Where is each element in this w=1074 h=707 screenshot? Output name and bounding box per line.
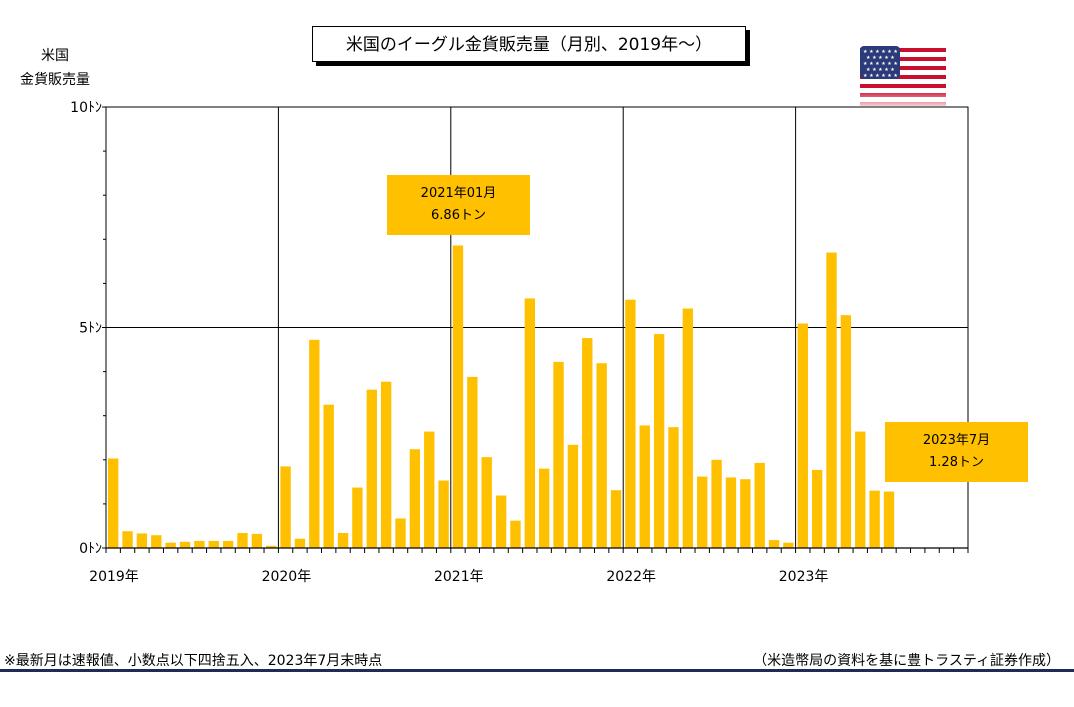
bar-3 (151, 535, 162, 548)
bar-48 (797, 323, 808, 548)
annotation-2021-01-value: 6.86トン (431, 208, 486, 223)
bar-8 (222, 540, 234, 548)
svg-text:★ ★ ★ ★ ★ ★: ★ ★ ★ ★ ★ ★ (863, 61, 898, 67)
bar-12 (280, 466, 291, 548)
bar-19 (380, 381, 392, 548)
bar-2 (136, 533, 148, 548)
annotation-2023-07-date: 2023年7月 (922, 433, 991, 448)
bar-40 (682, 308, 694, 548)
bar-28 (510, 520, 521, 548)
bar-39 (668, 427, 679, 548)
bar-22 (424, 431, 435, 548)
bar-51 (840, 315, 852, 548)
source-note: （米造幣局の資料を基に豊トラスティ証券作成） (753, 653, 1060, 669)
bar-4 (165, 542, 176, 548)
annotation-2021-01: 2021年01月 6.86トン (387, 175, 530, 235)
y-tick-label-0: 0ﾄﾝ (79, 541, 102, 557)
bar-49 (811, 469, 823, 548)
bar-16 (337, 533, 349, 548)
bar-32 (567, 444, 579, 548)
bar-52 (855, 431, 866, 548)
chart-title: 米国のイーグル金貨販売量（月別、2019年～） (312, 26, 746, 62)
bar-29 (524, 298, 535, 548)
svg-text:★ ★ ★ ★ ★: ★ ★ ★ ★ ★ (866, 55, 895, 61)
bar-1 (122, 531, 133, 548)
bar-53 (869, 490, 880, 548)
bar-5 (179, 541, 191, 548)
bar-34 (596, 363, 607, 548)
bar-38 (653, 334, 665, 548)
bar-7 (208, 540, 219, 548)
y-tick-label-2: 10ﾄﾝ (70, 100, 102, 116)
bar-47 (783, 542, 794, 548)
y-tick-label-1: 5ﾄﾝ (79, 321, 102, 337)
x-year-label-0: 2019年 (89, 569, 139, 585)
x-year-label-2: 2021年 (434, 569, 484, 585)
bar-21 (409, 449, 421, 548)
bar-46 (768, 540, 780, 548)
us-flag-icon: ★ ★ ★ ★ ★ ★ ★ ★ ★ ★ ★ ★ ★ ★ ★ ★ ★ ★ ★ ★ … (860, 46, 946, 110)
bar-36 (625, 299, 636, 548)
bar-25 (467, 376, 478, 548)
x-year-label-1: 2020年 (262, 569, 312, 585)
bar-33 (582, 338, 593, 548)
x-year-label-4: 2023年 (779, 569, 829, 585)
x-year-label-3: 2022年 (606, 569, 656, 585)
bar-45 (754, 462, 765, 548)
bar-24 (452, 245, 464, 548)
annotation-2023-07-value: 1.28トン (929, 455, 984, 470)
bar-13 (294, 538, 306, 548)
bar-0 (108, 458, 119, 548)
bar-27 (495, 495, 507, 548)
bar-42 (711, 459, 722, 548)
bar-11 (266, 545, 277, 548)
bar-18 (366, 389, 377, 548)
bar-44 (740, 479, 751, 548)
svg-text:★ ★ ★ ★ ★ ★: ★ ★ ★ ★ ★ ★ (863, 49, 898, 55)
bar-30 (539, 468, 550, 548)
bar-23 (438, 480, 449, 548)
svg-text:★ ★ ★ ★ ★ ★: ★ ★ ★ ★ ★ ★ (863, 73, 898, 79)
bar-54 (883, 491, 895, 548)
bar-26 (481, 457, 492, 548)
y-axis-label-line2: 金貨販売量 (20, 72, 90, 88)
bar-15 (323, 404, 334, 548)
bar-6 (194, 540, 205, 548)
annotation-2021-01-date: 2021年01月 (420, 186, 497, 201)
bar-31 (553, 361, 564, 548)
bar-9 (237, 533, 248, 548)
bar-17 (352, 487, 363, 548)
bar-14 (309, 339, 320, 548)
footnote: ※最新月は速報値、小数点以下四捨五入、2023年7月末時点 (4, 653, 383, 669)
bar-35 (610, 490, 622, 548)
svg-text:★ ★ ★ ★ ★: ★ ★ ★ ★ ★ (866, 67, 895, 73)
bar-20 (395, 518, 406, 548)
annotation-2023-07: 2023年7月 1.28トン (885, 422, 1028, 482)
bar-50 (826, 252, 837, 548)
bar-37 (639, 425, 650, 548)
bar-43 (725, 477, 737, 548)
bar-10 (251, 533, 263, 548)
bar-41 (697, 476, 708, 548)
y-axis-label-line1: 米国 (41, 48, 69, 64)
y-axis-label: 米国 金貨販売量 (12, 44, 98, 92)
bottom-rule (0, 669, 1074, 672)
